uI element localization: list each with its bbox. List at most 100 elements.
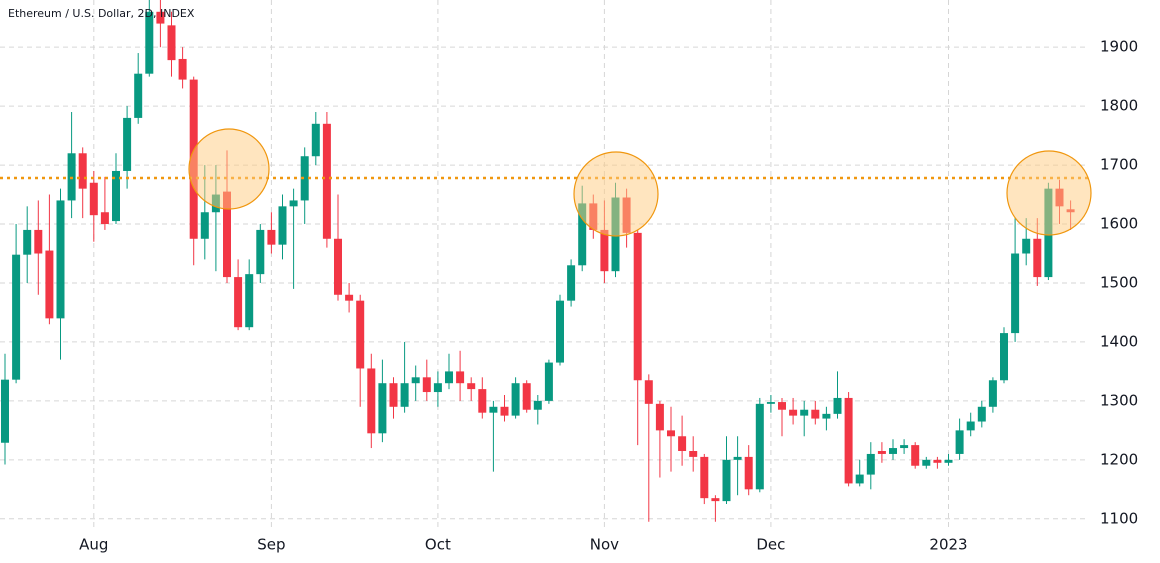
candle-body (822, 413, 831, 419)
candle-body (533, 400, 542, 410)
candle-body (722, 459, 731, 502)
candle-body (489, 406, 498, 413)
candle-body (578, 203, 587, 266)
candle-body (89, 182, 98, 216)
candle-body (544, 362, 553, 401)
candle-body (655, 403, 664, 431)
candle-body (433, 383, 442, 393)
candle-body (378, 383, 387, 434)
candle-body (556, 300, 564, 363)
candle-body (334, 238, 342, 295)
x-tick-label: Nov (590, 536, 619, 554)
chart-title: Ethereum / U.S. Dollar, 2D, INDEX (8, 7, 195, 20)
candle-body (678, 436, 687, 452)
candle-body (900, 445, 909, 449)
candle-body (1022, 238, 1031, 254)
candle-body (456, 371, 465, 384)
highlight-circle (1006, 150, 1092, 236)
candle-body (356, 300, 365, 369)
grid (0, 0, 1088, 530)
candle-body (1000, 333, 1008, 381)
candle-body (689, 451, 698, 457)
candle-body (955, 430, 964, 454)
y-tick-label: 1500 (1100, 273, 1138, 291)
candle-body (889, 448, 897, 454)
candle-body (400, 383, 409, 407)
y-tick-label: 1600 (1100, 215, 1138, 233)
candle-body (422, 377, 431, 393)
candle-body (112, 170, 120, 222)
candle-body (134, 73, 143, 118)
candle-body (56, 200, 65, 319)
candle-body (811, 409, 820, 419)
candle-body (877, 451, 886, 454)
x-tick-label: Sep (257, 536, 285, 554)
candle-body (733, 456, 742, 460)
candle-body (933, 459, 942, 463)
candle-body (178, 58, 187, 80)
candle-body (12, 254, 21, 380)
candle-body (322, 123, 331, 239)
candle-body (866, 453, 875, 475)
candle-body (700, 456, 709, 499)
y-tick-label: 1400 (1100, 332, 1138, 350)
candle-body (1033, 238, 1042, 278)
candle-body (289, 200, 298, 207)
candle-body (389, 383, 398, 407)
candle-body (766, 402, 775, 404)
candle-body (1011, 253, 1020, 334)
candle-body (311, 123, 320, 157)
y-tick-label: 1100 (1100, 509, 1138, 527)
candle-body (411, 377, 420, 384)
x-tick-label: 2023 (929, 536, 967, 554)
candle-body (667, 430, 675, 437)
candle-body (300, 156, 309, 201)
candle-body (1, 379, 9, 443)
candle-body (445, 371, 453, 384)
highlight-circles (188, 128, 1092, 237)
candle-body (78, 153, 87, 189)
candle-body (34, 229, 43, 254)
candle-body (944, 459, 953, 463)
candle-body (922, 459, 931, 466)
y-tick-label: 1900 (1100, 38, 1138, 56)
candle-body (156, 11, 165, 24)
candle-body (23, 229, 32, 255)
candle-body (100, 212, 109, 225)
candle-body (755, 403, 764, 490)
candle-body (911, 445, 920, 466)
candle-body (789, 409, 798, 416)
x-tick-label: Oct (425, 536, 451, 554)
highlight-circle (188, 128, 270, 210)
candle-body (977, 406, 986, 422)
candle-body (844, 397, 853, 484)
y-tick-label: 1800 (1100, 97, 1138, 115)
y-tick-label: 1300 (1100, 391, 1138, 409)
y-tick-label: 1200 (1100, 450, 1138, 468)
highlight-circle (573, 151, 659, 237)
candle-body (345, 294, 354, 301)
candle-body (256, 229, 265, 275)
candle-body (800, 409, 809, 416)
candle-body (45, 250, 54, 319)
candle-body (367, 368, 376, 434)
y-tick-label: 1700 (1100, 156, 1138, 174)
x-tick-label: Dec (756, 536, 785, 554)
candle-body (778, 402, 786, 410)
candles (0, 0, 1088, 522)
candle-body (500, 406, 509, 416)
candle-body (567, 265, 576, 301)
candle-body (600, 229, 609, 272)
candle-body (278, 206, 287, 245)
x-tick-label: Aug (79, 536, 108, 554)
labels: 1100 1200 1300 1400 1500 1600 1700 1800 1900 Aug S… (79, 38, 1138, 554)
candle-body (223, 191, 231, 278)
candle-body (123, 117, 132, 171)
candle-body (145, 11, 154, 74)
candle-body (988, 380, 997, 407)
candle-body (245, 274, 254, 328)
candle-body (167, 25, 176, 61)
candle-body (467, 383, 476, 390)
